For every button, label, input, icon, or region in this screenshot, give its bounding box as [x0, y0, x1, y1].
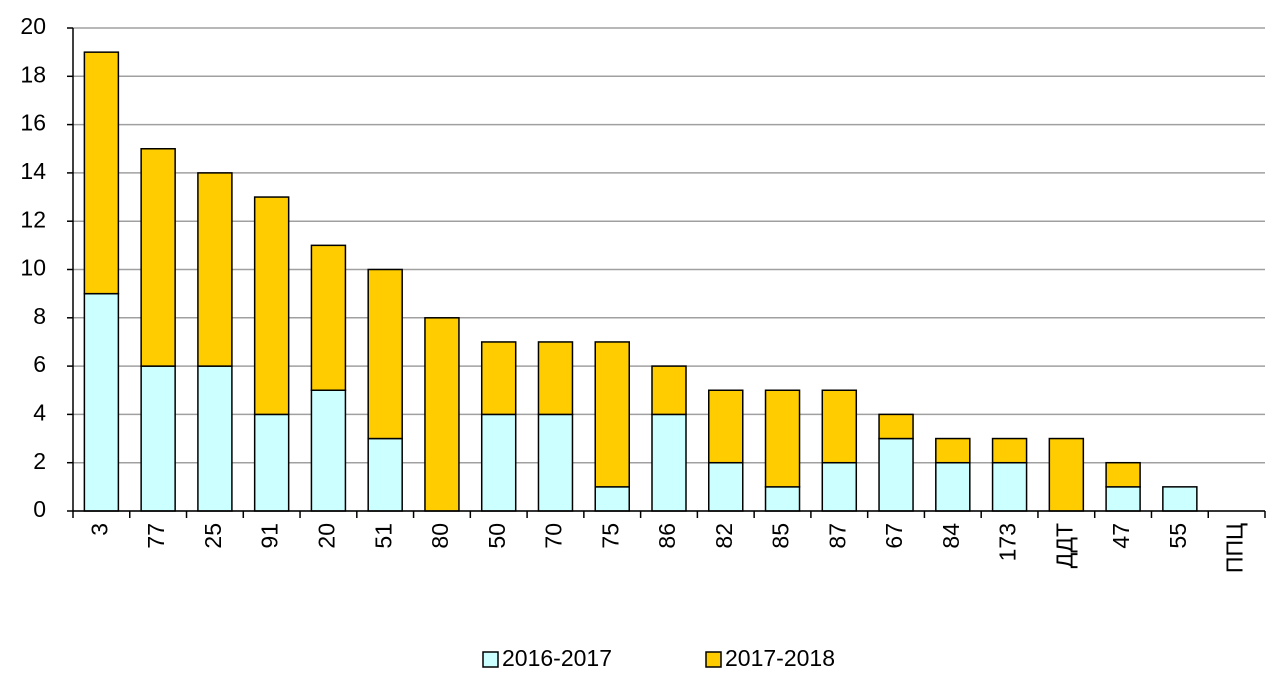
- x-tick-label: 51: [370, 523, 396, 549]
- y-tick-label: 20: [20, 13, 46, 39]
- bar-segment: [197, 172, 233, 367]
- x-tick-label: 3: [86, 523, 112, 536]
- x-tick-label: 173: [995, 523, 1021, 561]
- y-tick-label: 0: [33, 496, 46, 522]
- x-tick-label: 20: [314, 523, 340, 549]
- bar-segment: [537, 341, 574, 416]
- bar-segment: [764, 389, 801, 488]
- bar-segment: [651, 413, 687, 512]
- bar-segment: [594, 486, 630, 512]
- x-tick-label: 85: [768, 523, 794, 549]
- x-tick-label: 82: [711, 523, 737, 549]
- bar-segment: [821, 461, 858, 512]
- bar-segment: [935, 461, 971, 512]
- bar-segment: [367, 268, 403, 440]
- x-tick-label: 47: [1108, 523, 1134, 549]
- bar-segment: [83, 51, 120, 295]
- bar-segment: [424, 317, 460, 512]
- x-tick-label: 77: [143, 523, 169, 549]
- x-tick-label: 84: [938, 523, 964, 549]
- bar-segment: [1048, 437, 1085, 512]
- bar-segment: [537, 413, 574, 512]
- legend-label: 2016-2017: [502, 645, 612, 671]
- x-tick-label: 50: [484, 523, 510, 549]
- x-tick-label: 91: [257, 523, 283, 549]
- bar-segment: [708, 461, 744, 512]
- bar-segment: [480, 341, 517, 416]
- bar-segment: [991, 437, 1028, 464]
- bar-segment: [821, 389, 858, 464]
- x-tick-label: 80: [427, 523, 453, 549]
- y-tick-label: 6: [33, 351, 46, 377]
- bar-segment: [480, 413, 517, 512]
- y-tick-label: 12: [20, 206, 46, 232]
- bar-segment: [594, 341, 630, 488]
- bar-segment: [140, 148, 176, 367]
- y-tick-label: 8: [33, 303, 46, 329]
- bar-segment: [935, 437, 971, 464]
- x-tick-label: ДДТ: [1051, 523, 1077, 568]
- bar-segment: [878, 413, 914, 440]
- x-tick-label: 55: [1165, 523, 1191, 549]
- x-tick-label: 87: [824, 523, 850, 549]
- legend-swatch: [482, 651, 499, 668]
- x-tick-label: 86: [654, 523, 680, 549]
- bar-segment: [253, 413, 290, 512]
- y-tick-label: 10: [20, 255, 46, 281]
- bar-segment: [764, 486, 801, 512]
- bar-segment: [708, 389, 744, 464]
- bar-segment: [197, 365, 233, 512]
- bar-segment: [83, 292, 120, 512]
- bar-segment: [991, 461, 1028, 512]
- legend-swatch: [705, 651, 722, 668]
- y-tick-label: 14: [20, 158, 46, 184]
- x-tick-label: 75: [597, 523, 623, 549]
- bar-segment: [367, 437, 403, 512]
- legend-label: 2017-2018: [725, 645, 835, 671]
- x-tick-label: ППЦ: [1222, 523, 1248, 573]
- bar-segment: [310, 244, 347, 391]
- bar-segment: [253, 196, 290, 416]
- bar-segment: [878, 437, 914, 512]
- y-tick-label: 18: [20, 61, 46, 87]
- y-tick-label: 16: [20, 110, 46, 136]
- bar-segment: [651, 365, 687, 416]
- y-tick-label: 4: [33, 399, 46, 425]
- x-tick-label: 25: [200, 523, 226, 549]
- x-tick-label: 70: [541, 523, 567, 549]
- bar-segment: [140, 365, 176, 512]
- bar-segment: [1105, 486, 1141, 512]
- x-tick-label: 67: [881, 523, 907, 549]
- bar-segment: [310, 389, 347, 512]
- y-tick-label: 2: [33, 448, 46, 474]
- bar-segment: [1162, 486, 1198, 512]
- bar-segment: [1105, 461, 1141, 488]
